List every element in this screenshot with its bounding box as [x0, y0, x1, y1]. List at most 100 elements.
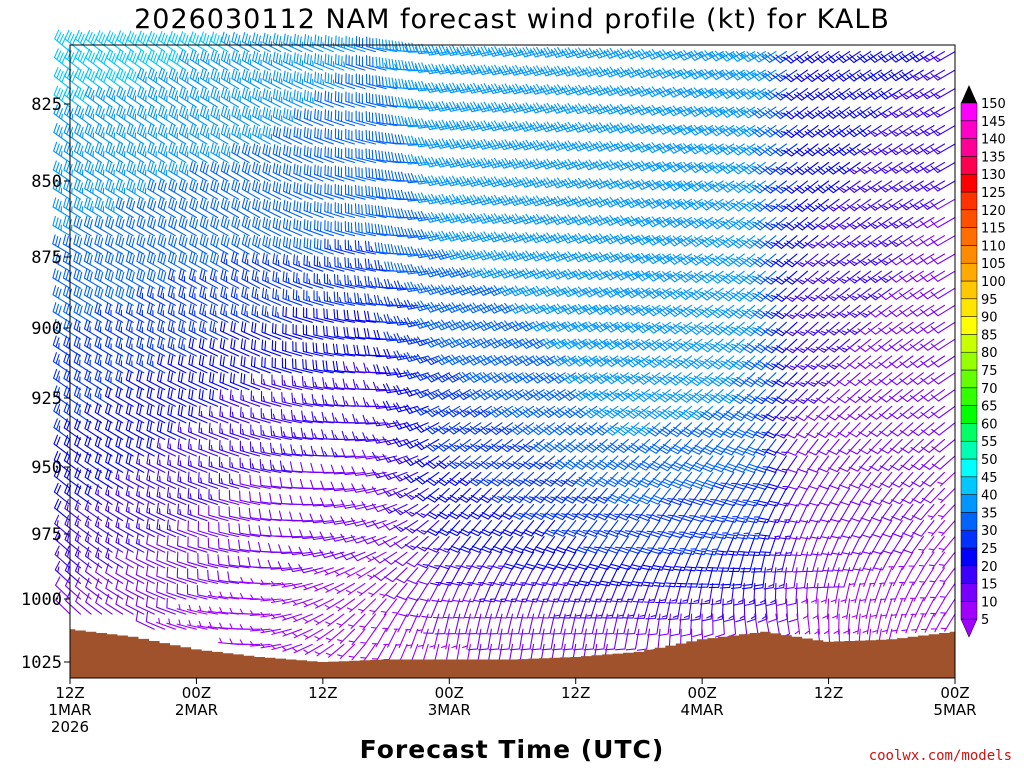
- wind-barb: [260, 407, 282, 424]
- wind-barb: [593, 233, 619, 245]
- wind-barb: [775, 582, 787, 607]
- wind-barb: [333, 273, 356, 289]
- wind-barb: [888, 69, 914, 82]
- wind-barb: [403, 352, 429, 363]
- wind-barb: [826, 372, 851, 387]
- wind-barb: [826, 338, 851, 353]
- wind-barb: [699, 338, 724, 353]
- wind-barb: [477, 302, 503, 314]
- wind-barb: [354, 257, 377, 272]
- wind-barb: [627, 487, 651, 505]
- wind-barb: [283, 126, 303, 145]
- wind-barb: [303, 218, 324, 237]
- wind-barb: [303, 89, 324, 108]
- wind-barb: [456, 230, 482, 242]
- wind-barb: [572, 232, 598, 244]
- wind-barb: [898, 216, 924, 229]
- wind-barb: [529, 338, 556, 350]
- wind-barb: [745, 471, 766, 490]
- wind-barb: [369, 598, 387, 615]
- wind-barb: [825, 287, 851, 302]
- wind-barb: [125, 436, 145, 457]
- wind-barb: [188, 303, 208, 323]
- wind-barb: [898, 51, 924, 63]
- wind-barb: [699, 355, 724, 370]
- wind-barb: [709, 304, 735, 319]
- wind-barb: [340, 533, 366, 543]
- wind-barb: [519, 303, 545, 315]
- wind-barb: [804, 235, 830, 249]
- wind-barb: [839, 487, 861, 506]
- wind-barb: [477, 138, 503, 150]
- wind-barb: [600, 582, 619, 603]
- wind-barb: [220, 31, 240, 53]
- wind-barb: [360, 643, 377, 662]
- wind-barb: [773, 567, 787, 590]
- wind-barb: [681, 503, 703, 522]
- wind-barb: [780, 536, 798, 557]
- wind-barb: [166, 519, 187, 538]
- wind-barb: [382, 487, 408, 497]
- wind-barb: [176, 535, 197, 553]
- wind-barb: [899, 321, 924, 335]
- wind-barb: [178, 142, 197, 164]
- wind-barb: [550, 214, 577, 226]
- wind-barb: [595, 471, 619, 488]
- wind-barb: [219, 338, 240, 357]
- wind-barb: [167, 421, 187, 440]
- wind-barb: [83, 268, 103, 289]
- wind-barb: [763, 567, 777, 590]
- wind-barb: [598, 551, 619, 570]
- wind-barb: [147, 30, 166, 53]
- wind-barb: [84, 179, 103, 200]
- wind-barb: [334, 220, 356, 237]
- wind-barb: [679, 598, 693, 621]
- wind-barb: [95, 593, 113, 615]
- wind-barb: [603, 286, 629, 298]
- wind-barb: [84, 85, 103, 108]
- wind-barb: [561, 355, 587, 367]
- wind-barb: [807, 455, 830, 473]
- y-tick-label: 850: [31, 172, 62, 192]
- wind-barb: [146, 319, 166, 340]
- wind-barb: [260, 424, 282, 440]
- wind-barb: [650, 536, 672, 555]
- wind-barb: [84, 352, 103, 374]
- wind-barb: [498, 139, 524, 151]
- wind-barb: [498, 320, 524, 332]
- wind-barb: [862, 613, 872, 635]
- wind-barb: [167, 371, 187, 391]
- wind-barb: [262, 217, 282, 237]
- wind-barb: [414, 317, 440, 329]
- wind-barb: [177, 404, 197, 424]
- wind-barb: [424, 284, 450, 296]
- wind-barb: [478, 455, 503, 470]
- wind-barb: [239, 457, 261, 473]
- wind-barb: [545, 551, 566, 570]
- wind-barb: [532, 520, 556, 537]
- wind-barb: [73, 268, 92, 289]
- wind-barb: [714, 503, 735, 523]
- wind-barb: [293, 52, 313, 71]
- wind-barb: [145, 581, 166, 600]
- wind-barb: [167, 438, 187, 457]
- wind-barb: [479, 520, 503, 537]
- wind-barb: [456, 389, 482, 401]
- wind-barb: [682, 520, 703, 539]
- wind-barb: [325, 643, 345, 658]
- wind-barb: [63, 402, 82, 424]
- wind-barb: [675, 567, 693, 588]
- wind-barb: [440, 628, 450, 650]
- wind-barb: [241, 286, 261, 306]
- wind-barb: [207, 606, 229, 615]
- wind-barb: [867, 355, 893, 369]
- wind-barb: [156, 566, 176, 584]
- wind-barb: [466, 157, 492, 169]
- wind-barb: [487, 302, 514, 314]
- wind-barb: [252, 198, 271, 219]
- wind-barb: [269, 476, 292, 489]
- wind-barb: [52, 335, 71, 357]
- wind-barb: [218, 456, 240, 473]
- wind-barb: [928, 520, 946, 537]
- wind-barb: [501, 520, 524, 537]
